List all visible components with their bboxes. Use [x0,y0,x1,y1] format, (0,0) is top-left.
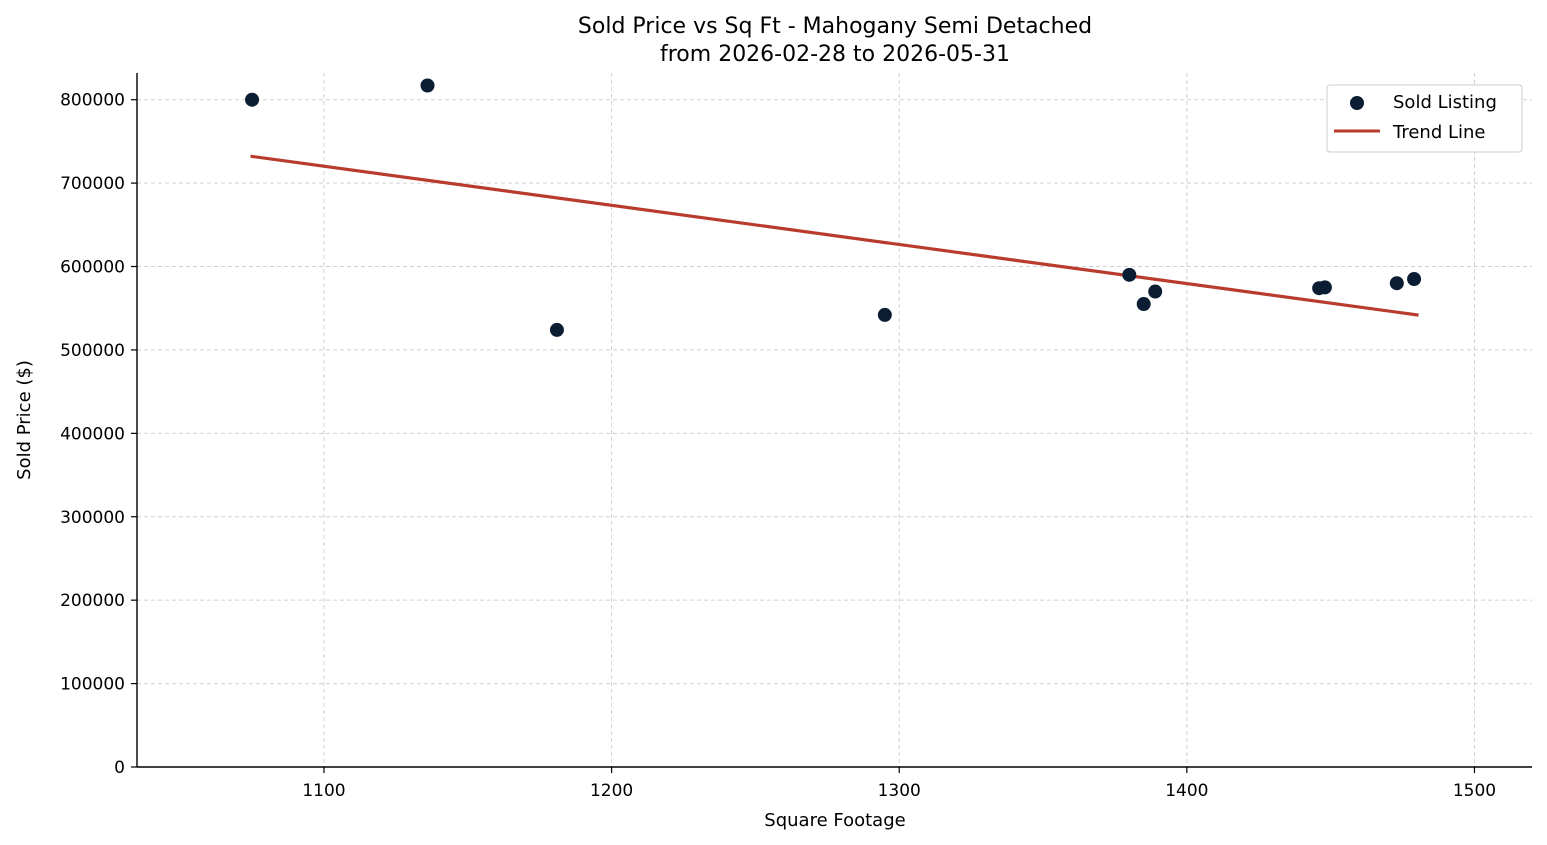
trend-line-layer [250,154,1419,317]
x-tick-label: 1400 [1165,781,1208,801]
legend-scatter-marker [1350,96,1364,110]
x-tick-label: 1500 [1453,781,1496,801]
legend-box [1326,84,1523,153]
data-point [1122,267,1137,282]
y-tick-label: 600000 [60,258,125,278]
data-point [1136,297,1151,312]
x-axis-ticks: 1100 1200 1300 1400 1500 [302,767,1496,801]
y-tick-label: 200000 [60,591,125,611]
y-axis-ticks: 0 100000 200000 300000 400000 500000 600000 700… [60,91,137,778]
data-point [549,322,564,337]
data-point [877,307,892,322]
chart-title: Sold Price vs Sq Ft - Mahogany Semi Deta… [578,14,1092,39]
y-tick-label: 100000 [60,675,125,695]
legend-label-sold-listing: Sold Listing [1393,92,1497,113]
y-tick-label: 500000 [60,341,125,361]
x-axis-label: Square Footage [764,810,905,831]
data-point [1317,280,1332,295]
legend-label-trend-line: Trend Line [1392,122,1486,143]
y-tick-label: 0 [114,758,125,778]
data-point [245,92,260,107]
data-point [1389,276,1404,291]
data-points-layer [245,78,1422,337]
y-tick-label: 800000 [60,91,125,111]
data-point [420,78,435,93]
y-tick-label: 700000 [60,174,125,194]
legend: Sold Listing Trend Line [1326,84,1523,153]
x-tick-label: 1100 [302,781,345,801]
data-point [1148,284,1163,299]
y-axis-label: Sold Price ($) [14,360,35,480]
y-tick-label: 400000 [60,424,125,444]
grid-lines [137,73,1532,768]
data-point [1407,272,1422,287]
x-tick-label: 1200 [590,781,633,801]
chart-subtitle: from 2026-02-28 to 2026-05-31 [660,42,1010,67]
y-tick-label: 300000 [60,508,125,528]
x-tick-label: 1300 [878,781,921,801]
trend-line [250,154,1419,317]
